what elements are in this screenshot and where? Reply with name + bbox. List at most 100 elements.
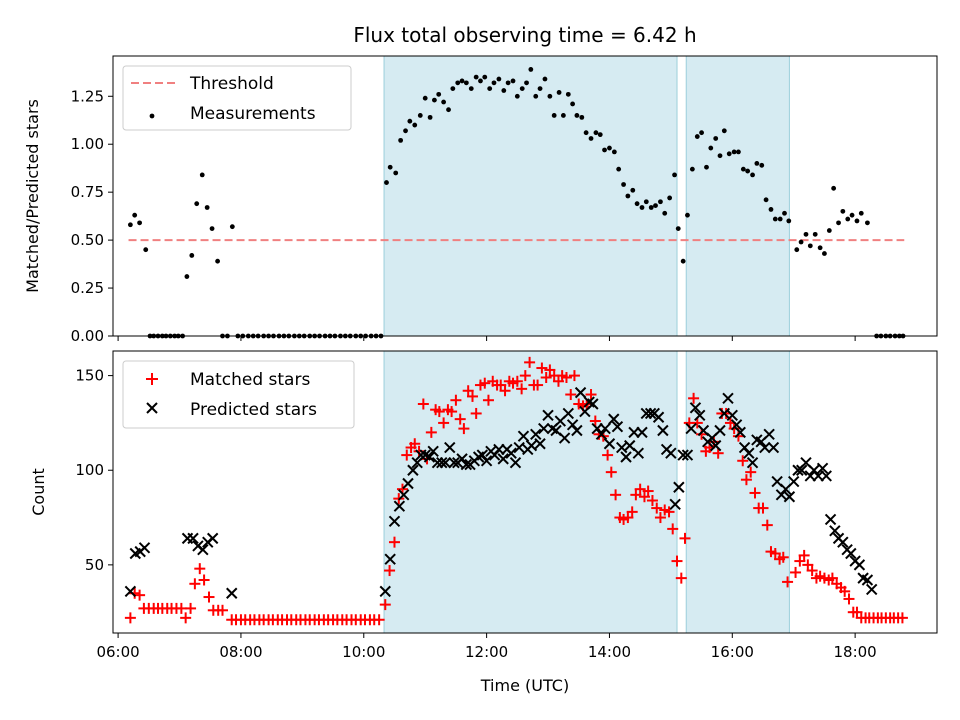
measurements-points	[127, 67, 906, 339]
top-y-tick-label: 0.25	[71, 279, 104, 297]
matched-star-point	[806, 565, 818, 577]
predicted-star-point	[542, 409, 554, 422]
measurement-point	[803, 231, 809, 237]
predicted-star-point	[513, 441, 525, 454]
matched-stars-legend-swatch	[146, 373, 158, 385]
predicted-star-point	[517, 430, 530, 442]
top-legend: Threshold Measurements	[122, 65, 352, 131]
measurement-point	[721, 128, 727, 134]
measurement-point	[387, 164, 393, 170]
predicted-star-point	[505, 447, 517, 459]
bottom-y-tick-label: 150	[75, 367, 104, 385]
bottom-axes-frame	[112, 350, 938, 634]
measurement-point	[643, 199, 649, 205]
measurement-point	[132, 212, 138, 218]
predicted-star-point	[423, 451, 436, 463]
matched-star-point	[790, 566, 802, 578]
matched-star-point	[544, 364, 556, 376]
predicted-star-point	[558, 432, 571, 444]
measurement-point	[768, 207, 774, 212]
predicted-star-point	[124, 585, 137, 598]
predicted-star-point	[746, 456, 759, 469]
measurement-point	[731, 149, 737, 155]
measurement-point	[593, 130, 599, 136]
matched-star-point	[511, 375, 523, 387]
matched-star-point	[129, 587, 141, 599]
predicted-star-point	[829, 525, 841, 537]
predicted-star-point	[632, 447, 645, 459]
predicted-star-point	[816, 462, 829, 475]
measurement-point	[708, 145, 714, 151]
measurement-point	[713, 136, 719, 141]
matched-star-point	[565, 389, 577, 401]
matched-star-point	[536, 362, 548, 374]
predicted-star-point	[759, 441, 771, 454]
measurement-point	[865, 220, 870, 226]
matched-star-point	[667, 523, 679, 535]
measurement-point	[807, 243, 813, 249]
measurement-point	[519, 86, 525, 92]
top-shaded-interval-1	[383, 55, 678, 337]
measurement-point	[533, 93, 539, 99]
bottom-x-tick-label: 12:00	[465, 643, 508, 661]
measurement-point	[427, 114, 433, 120]
matched-star-point	[401, 449, 413, 461]
measurement-point	[209, 226, 215, 232]
measurement-point	[667, 195, 673, 201]
bottom-x-axis-label: Time (UTC)	[480, 676, 569, 695]
predicted-star-point	[226, 587, 238, 599]
matched-star-point	[851, 606, 863, 618]
matched-star-point	[552, 375, 564, 387]
measurement-point	[736, 149, 741, 155]
matched-star-point	[194, 563, 206, 575]
predicted-star-point	[837, 536, 849, 548]
matched-star-point	[379, 599, 391, 611]
predicted-star-point	[197, 544, 209, 556]
matched-star-point	[757, 502, 769, 514]
top-y-tick-label: 0.50	[71, 231, 104, 249]
measurement-point	[662, 210, 668, 216]
top-panel-title: Flux total observing time = 6.42 h	[353, 23, 696, 47]
measurement-point	[560, 113, 566, 118]
predicted-star-point	[673, 481, 685, 493]
measurement-point	[648, 205, 654, 210]
predicted-star-point	[636, 426, 648, 439]
measurement-point	[616, 166, 622, 172]
bottom-shaded-regions	[383, 350, 790, 634]
measurement-point	[204, 205, 210, 210]
predicted-star-point	[730, 419, 743, 431]
matched-star-point	[454, 413, 466, 425]
measurement-point	[551, 113, 557, 118]
bottom-legend-box	[122, 360, 355, 429]
measurement-point	[189, 253, 195, 258]
measurement-point	[537, 86, 543, 92]
predicted-star-point	[620, 451, 632, 463]
measurement-point	[137, 220, 142, 226]
predicted-star-point	[824, 513, 837, 526]
matched-star-point	[124, 612, 136, 624]
predicted-star-point	[644, 407, 657, 420]
top-y-tick-label: 1.25	[71, 87, 104, 105]
matched-star-point	[630, 489, 642, 501]
predicted-star-point	[562, 407, 575, 420]
measurement-point	[450, 86, 456, 92]
matched-star-point	[499, 385, 511, 397]
matched-star-point	[417, 398, 429, 410]
predicted-star-point	[795, 464, 808, 476]
measurement-point	[826, 228, 832, 233]
bottom-y-tick-label: 100	[75, 461, 104, 479]
matched-star-point	[568, 370, 580, 382]
measurement-point	[675, 226, 681, 232]
matched-star-point	[843, 593, 855, 605]
predicted-star-point	[460, 458, 473, 471]
matched-star-point	[532, 379, 544, 391]
matched-star-point	[646, 495, 658, 507]
matched-star-point	[524, 356, 536, 368]
measurement-point	[501, 88, 507, 93]
predicted-star-point	[436, 456, 448, 469]
matched-star-point	[605, 466, 617, 478]
measurement-point	[849, 212, 855, 218]
measurement-point	[621, 182, 626, 187]
matched-star-point	[175, 602, 187, 614]
